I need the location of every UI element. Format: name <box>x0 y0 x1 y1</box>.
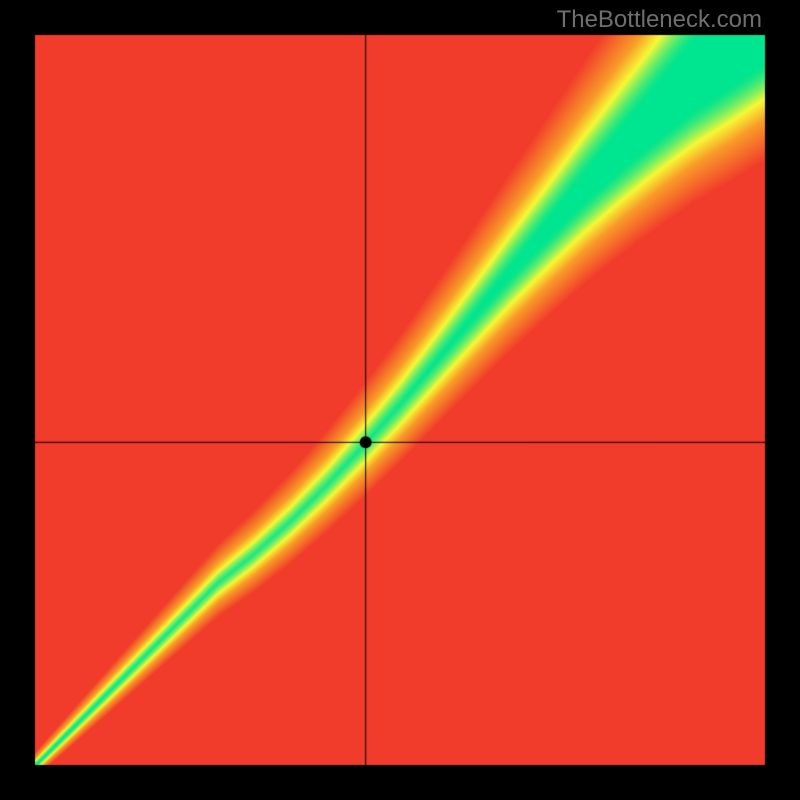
chart-container: TheBottleneck.com <box>0 0 800 800</box>
watermark-text: TheBottleneck.com <box>557 6 762 34</box>
bottleneck-heatmap <box>0 0 800 800</box>
